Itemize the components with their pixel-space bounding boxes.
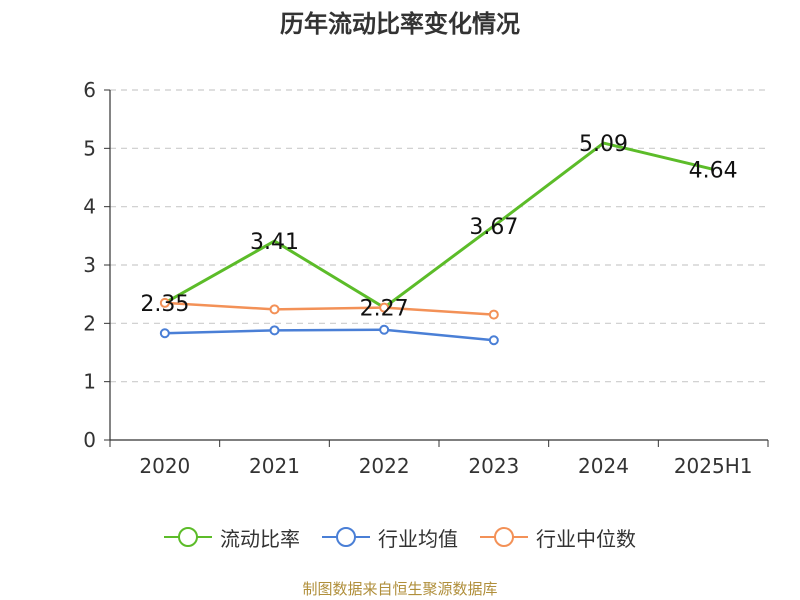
series-line-0 xyxy=(164,141,714,310)
data-label-2021: 3.41 xyxy=(250,230,299,255)
y-tick-label-0: 0 xyxy=(83,428,96,452)
series-line-2 xyxy=(164,301,494,316)
x-tick-label-2020: 2020 xyxy=(139,454,190,478)
x-tick-label-2022: 2022 xyxy=(359,454,410,478)
data-label-2022: 2.27 xyxy=(360,297,409,322)
data-label-2025H1: 4.64 xyxy=(689,158,738,183)
data-label-2020: 2.35 xyxy=(140,292,189,317)
data-label-2023: 3.67 xyxy=(469,215,518,240)
chart-title: 历年流动比率变化情况 xyxy=(280,10,520,38)
series-2-point-2021 xyxy=(269,304,280,315)
data-label-2024: 5.09 xyxy=(579,132,628,157)
legend-swatch-current-ratio xyxy=(164,527,212,547)
series-2-point-2022 xyxy=(379,302,390,313)
series-2-point-2023 xyxy=(488,309,499,320)
chart-legend: 流动比率 行业均值 行业中位数 xyxy=(0,520,800,554)
x-tick-label-2021: 2021 xyxy=(249,454,300,478)
series-line-1 xyxy=(164,328,494,342)
y-tick-label-3: 3 xyxy=(83,253,96,277)
series-1-point-2020 xyxy=(159,328,170,339)
y-tick-label-5: 5 xyxy=(83,136,96,160)
legend-item-industry-average[interactable]: 行业均值 xyxy=(322,523,458,552)
legend-item-current-ratio[interactable]: 流动比率 xyxy=(164,523,300,552)
series-1-point-2021 xyxy=(269,325,280,336)
series-1-point-2023 xyxy=(488,335,499,346)
legend-label-industry-median: 行业中位数 xyxy=(536,526,636,551)
y-tick-label-4: 4 xyxy=(83,195,96,219)
legend-label-current-ratio: 流动比率 xyxy=(220,526,300,551)
y-tick-label-2: 2 xyxy=(83,311,96,335)
series-1-point-2022 xyxy=(379,324,390,335)
x-tick-label-2023: 2023 xyxy=(468,454,519,478)
legend-swatch-industry-average xyxy=(322,527,370,547)
x-tick-label-2025H1: 2025H1 xyxy=(674,454,753,478)
legend-item-industry-median[interactable]: 行业中位数 xyxy=(480,523,636,552)
data-source-note: 制图数据来自恒生聚源数据库 xyxy=(302,580,498,598)
line-chart: 0 1 2 3 4 5 6 2020 2021 2022 2023 2024 2025H1 2.35 3.4… xyxy=(83,78,769,478)
legend-swatch-industry-median xyxy=(480,527,528,547)
y-tick-label-6: 6 xyxy=(83,78,96,102)
y-tick-label-1: 1 xyxy=(83,370,96,394)
legend-label-industry-average: 行业均值 xyxy=(378,526,458,551)
x-tick-label-2024: 2024 xyxy=(578,454,629,478)
series-2-point-2020 xyxy=(159,297,170,308)
